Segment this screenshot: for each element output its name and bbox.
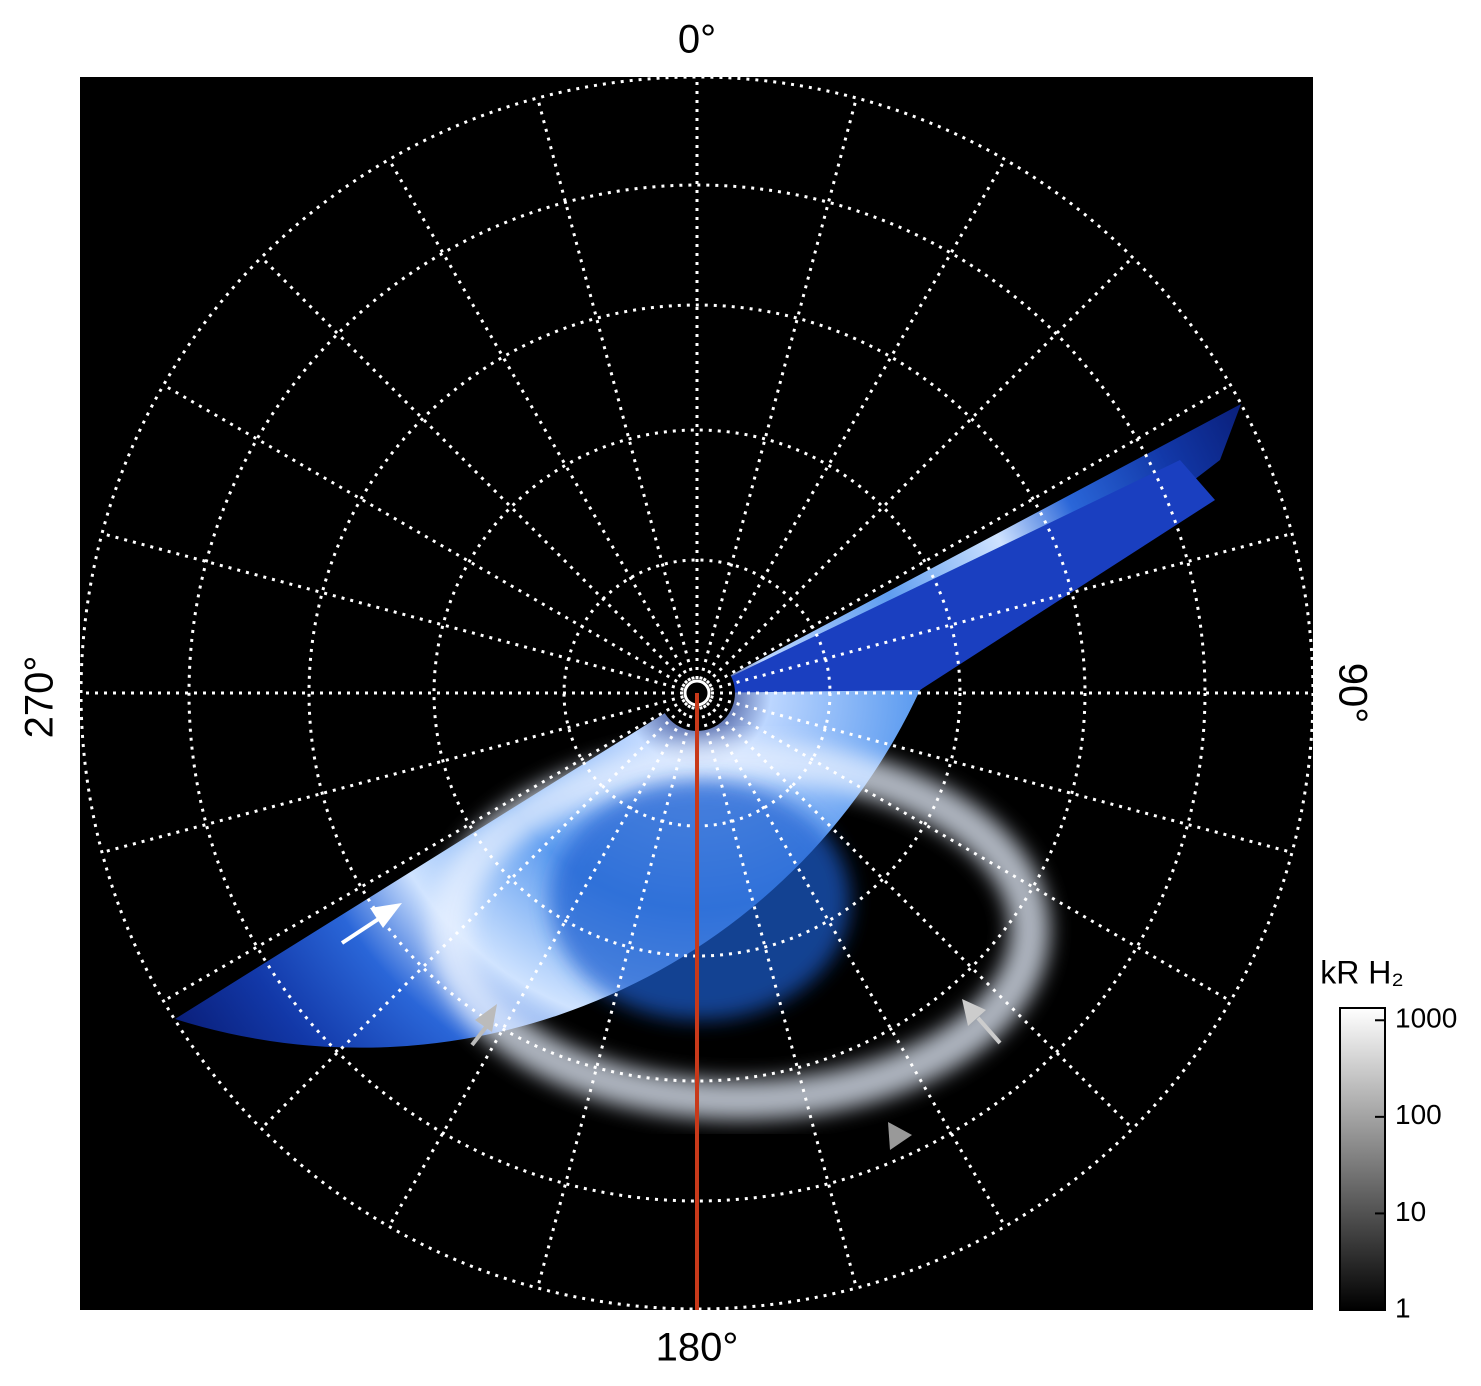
colorbar-title: kR H₂: [1320, 954, 1404, 990]
grid-radial: [710, 532, 1293, 691]
colorbar-tick-label: 100: [1395, 1099, 1442, 1130]
label-bottom: 180°: [656, 1326, 739, 1370]
grid-radial: [708, 383, 1232, 688]
colorbar-tick-label: 1000: [1395, 1003, 1457, 1034]
grid-radial: [702, 158, 1007, 682]
arrow: [470, 1025, 488, 1047]
main-oval: [430, 740, 1050, 1120]
grid-circle: [307, 303, 1087, 1083]
grid-radial: [162, 383, 686, 688]
grid-radial: [702, 704, 1007, 1228]
grid-radial: [710, 695, 1293, 854]
grid-radial: [101, 695, 684, 854]
grid-radial: [387, 704, 692, 1228]
grid-radial: [705, 256, 1134, 685]
arrow-head: [370, 903, 402, 928]
grid-radial: [708, 698, 1232, 1003]
label-top: 0°: [678, 18, 716, 62]
aurora-image: [175, 404, 1241, 1120]
arrow: [340, 916, 382, 945]
grid-circle: [79, 75, 1315, 1311]
grid-radial: [536, 97, 695, 680]
grid: [79, 75, 1315, 1311]
arrow: [976, 1016, 1002, 1045]
colorbar: [1339, 1007, 1386, 1311]
arrow-head: [962, 999, 986, 1026]
colorbar-ticks: 1 10 100 1000: [1375, 1003, 1457, 1323]
grid-radial: [260, 256, 689, 685]
label-right: 90°: [1330, 663, 1374, 724]
grid-radial: [536, 706, 695, 1289]
colorbar-tick-label: 1: [1395, 1292, 1411, 1323]
emission-streak: [697, 460, 1215, 693]
colorbar-tick-label: 10: [1395, 1196, 1426, 1227]
polar-region: [550, 780, 850, 1020]
grid-radial: [699, 97, 858, 680]
grid-circle: [432, 428, 962, 958]
grid-radial: [705, 701, 1134, 1130]
arrows: [340, 903, 1002, 1150]
grid-radial: [260, 701, 689, 1130]
arrow-head: [475, 1004, 497, 1032]
grid-radial: [162, 698, 686, 1003]
label-left: 270°: [18, 656, 62, 739]
grid-circle: [187, 183, 1207, 1203]
grid-radial: [101, 532, 684, 691]
arrow-head: [888, 1122, 912, 1150]
grid-radial: [387, 158, 692, 682]
grid-radial: [699, 706, 858, 1289]
